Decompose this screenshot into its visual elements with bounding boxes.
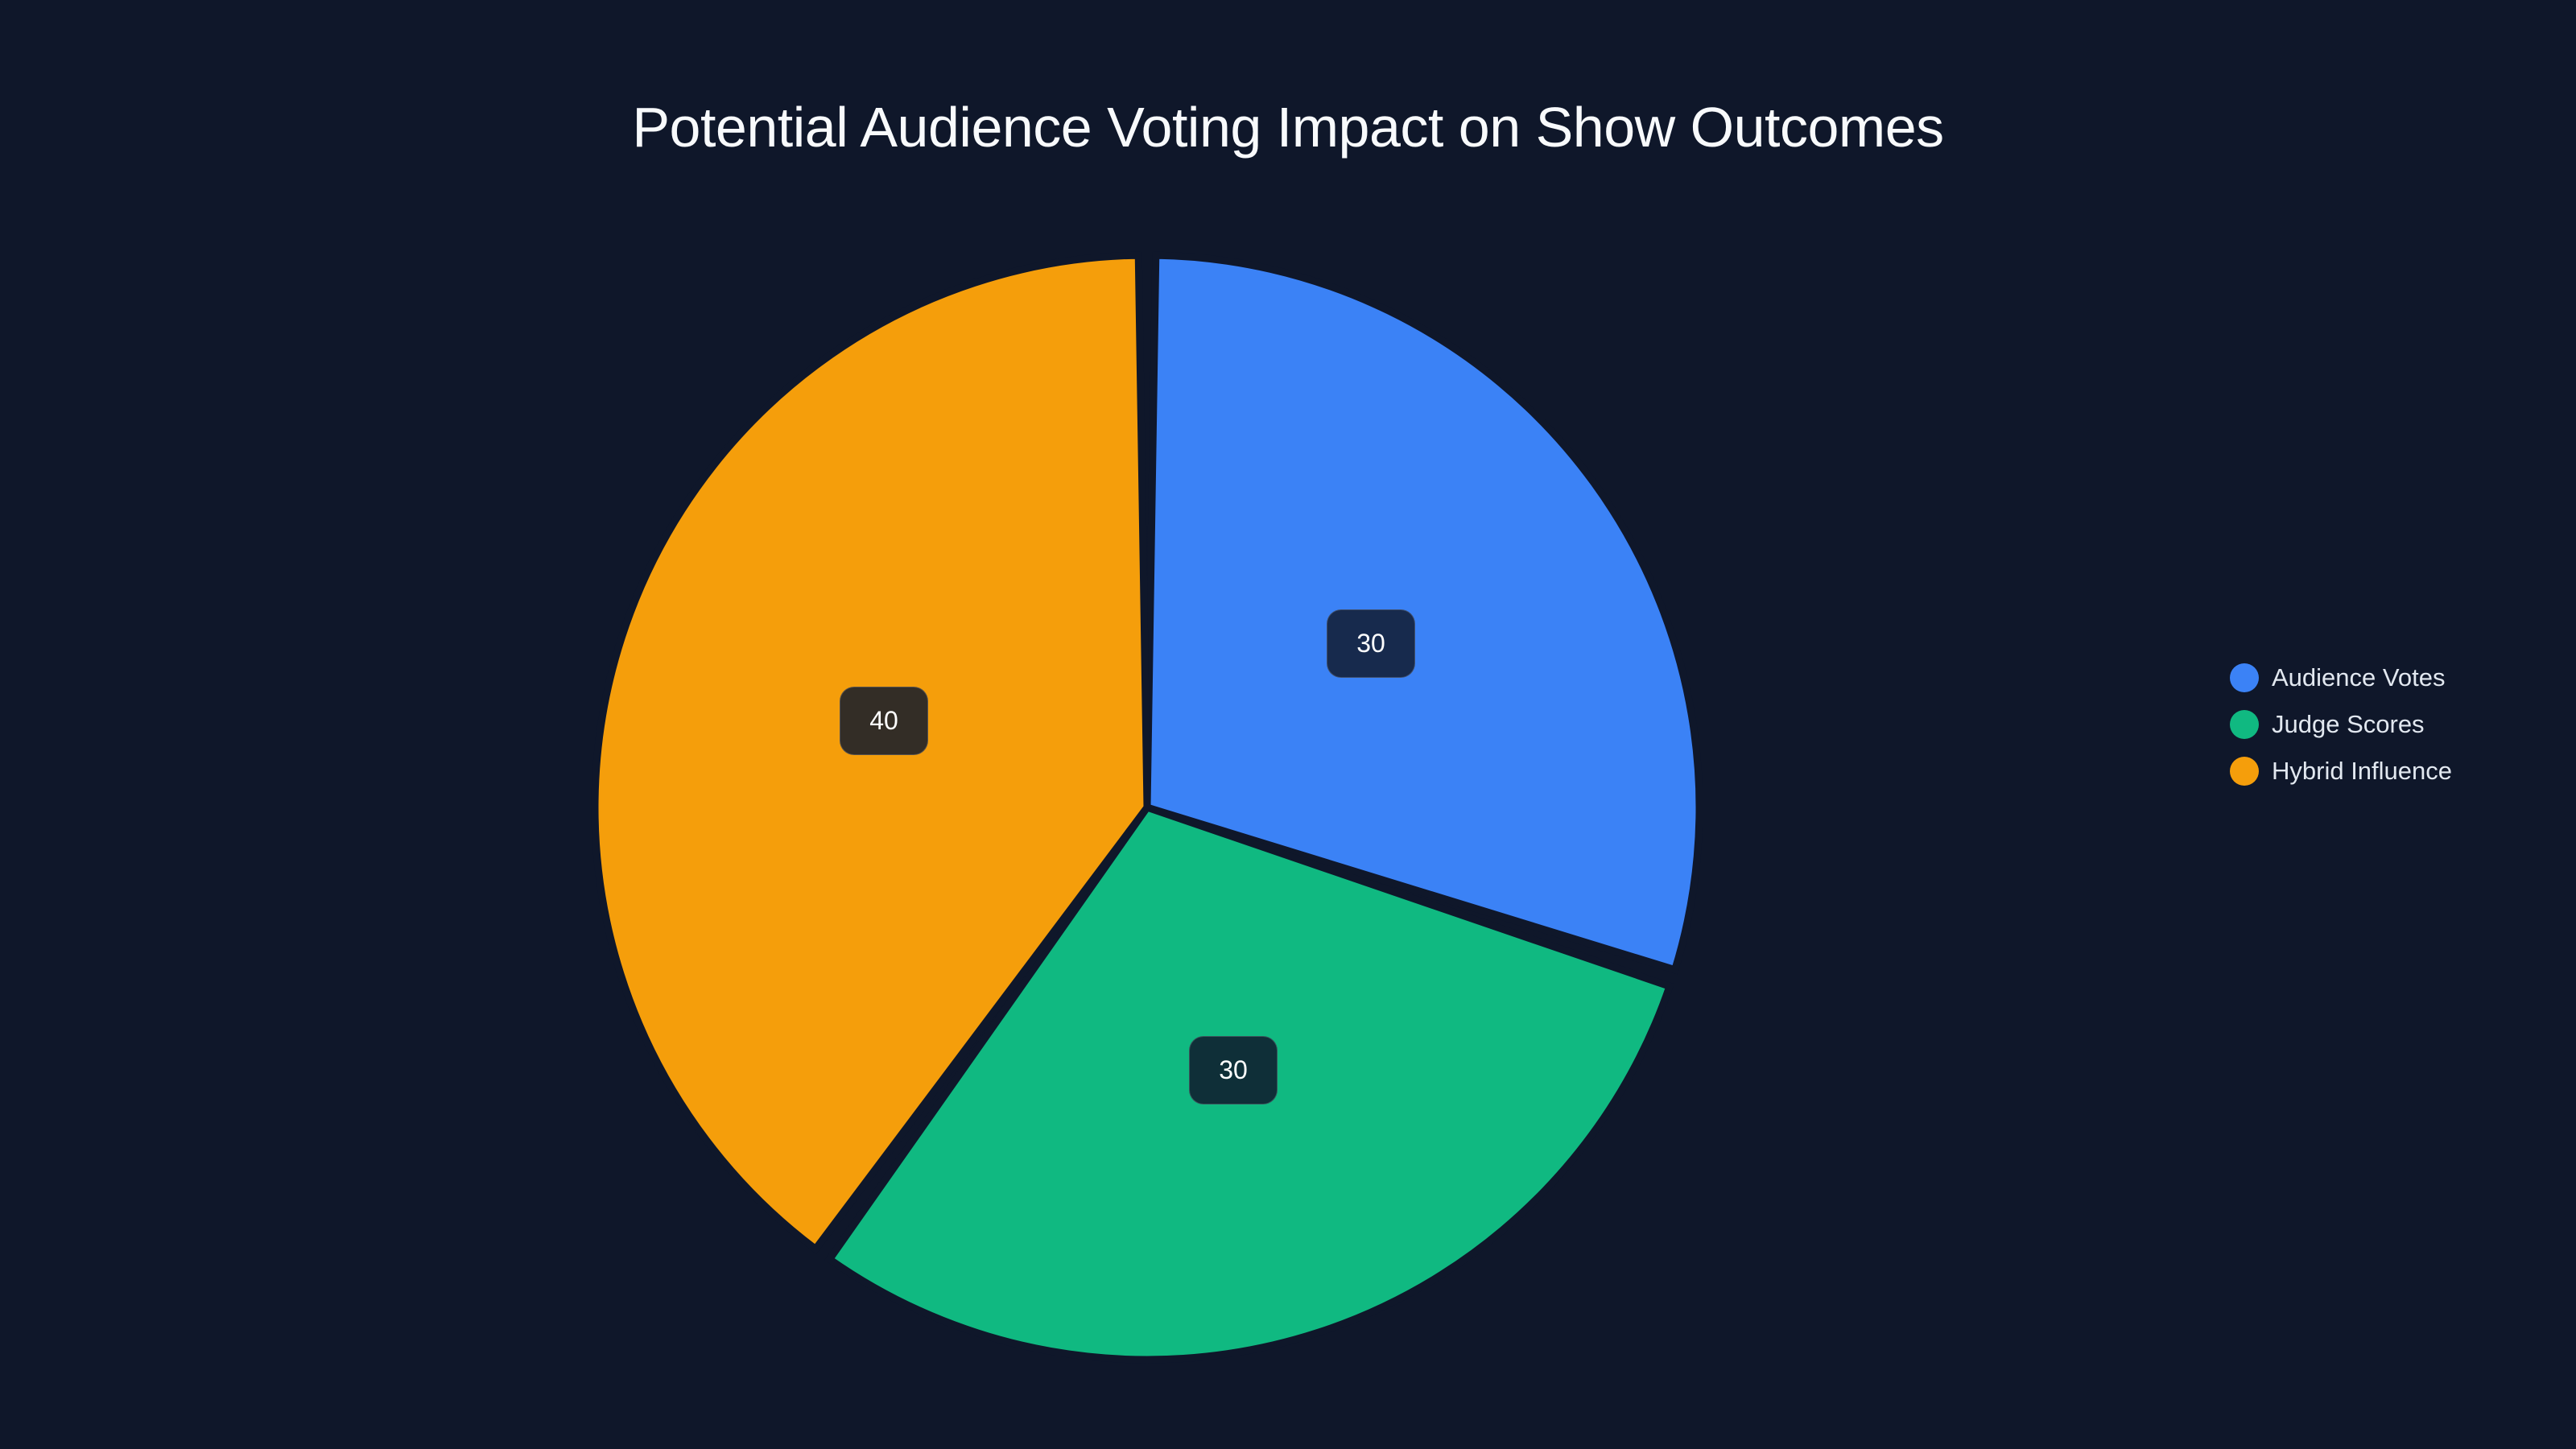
legend-item-audience-votes[interactable]: Audience Votes <box>2230 649 2452 707</box>
pie-slices <box>591 251 1703 1364</box>
data-label-audience-votes: 30 <box>1327 609 1415 678</box>
legend-label: Audience Votes <box>2272 663 2446 691</box>
chart-title: Potential Audience Voting Impact on Show… <box>632 96 1944 159</box>
legend-label: Hybrid Influence <box>2272 757 2453 785</box>
legend-swatch-icon <box>2230 757 2259 786</box>
legend-item-hybrid-influence[interactable]: Hybrid Influence <box>2230 742 2452 800</box>
legend-swatch-icon <box>2230 710 2259 739</box>
legend-swatch-icon <box>2230 663 2259 692</box>
legend-label: Judge Scores <box>2272 710 2425 738</box>
data-label-judge-scores: 30 <box>1189 1036 1278 1104</box>
legend: Audience Votes Judge Scores Hybrid Influ… <box>2230 649 2452 800</box>
pie-slice-audience-votes[interactable] <box>1143 251 1703 975</box>
data-label-hybrid-influence: 40 <box>840 687 928 755</box>
legend-item-judge-scores[interactable]: Judge Scores <box>2230 696 2452 753</box>
